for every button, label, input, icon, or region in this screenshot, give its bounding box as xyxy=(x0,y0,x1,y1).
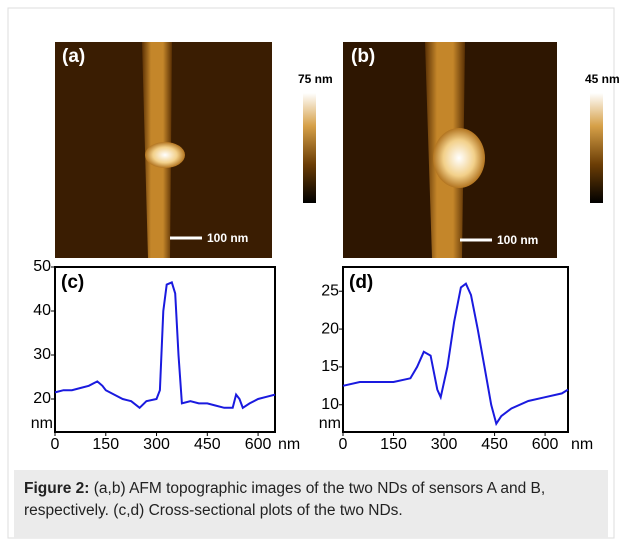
x-tick-label: 150 xyxy=(380,436,407,453)
colorbar-label: 45 nm xyxy=(585,72,620,86)
y-tick-label: 10 xyxy=(321,396,339,413)
y-tick-label: 30 xyxy=(33,346,51,363)
x-tick-label: 300 xyxy=(143,436,170,453)
x-axis-label: nm xyxy=(571,436,593,453)
x-tick-label: 0 xyxy=(339,436,348,453)
scale-bar-label: 100 nm xyxy=(497,233,538,247)
x-axis-label: nm xyxy=(278,436,300,453)
plot-frame xyxy=(342,266,569,433)
caption-text: (a,b) AFM topographic images of the two … xyxy=(24,480,546,519)
y-tick-label: 20 xyxy=(321,320,339,337)
colorbar xyxy=(590,93,603,203)
colorbar-label: 75 nm xyxy=(298,72,333,86)
panel-label: (a) xyxy=(62,46,85,67)
y-tick-label: 25 xyxy=(321,282,339,299)
y-tick-label: 15 xyxy=(321,358,339,375)
plot-frame xyxy=(54,266,276,433)
y-tick-label: 40 xyxy=(33,302,51,319)
x-tick-label: 600 xyxy=(245,436,272,453)
panel-label: (d) xyxy=(349,272,373,293)
y-tick-label: 20 xyxy=(33,390,51,407)
x-tick-label: 600 xyxy=(532,436,559,453)
panel-label: (b) xyxy=(351,46,375,67)
y-tick-label: 50 xyxy=(33,258,51,275)
afm-image-a: 100 nm (a) xyxy=(55,42,272,258)
line xyxy=(54,281,276,410)
panel-label: (c) xyxy=(61,272,84,293)
y-axis-label: nm xyxy=(31,415,53,432)
x-tick-label: 450 xyxy=(194,436,221,453)
frame xyxy=(7,7,615,539)
y-axis-label: nm xyxy=(319,415,341,432)
x-tick-label: 300 xyxy=(431,436,458,453)
colorbar xyxy=(303,93,316,203)
afm-image-b: 100 nm (b) xyxy=(343,42,557,258)
x-tick-label: 150 xyxy=(92,436,119,453)
caption: Figure 2: (a,b) AFM topographic images o… xyxy=(14,470,608,538)
scale-bar-label: 100 nm xyxy=(207,231,248,245)
x-tick-label: 450 xyxy=(481,436,508,453)
line xyxy=(342,282,569,427)
x-tick-label: 0 xyxy=(51,436,60,453)
caption-label: Figure 2: xyxy=(24,480,90,497)
